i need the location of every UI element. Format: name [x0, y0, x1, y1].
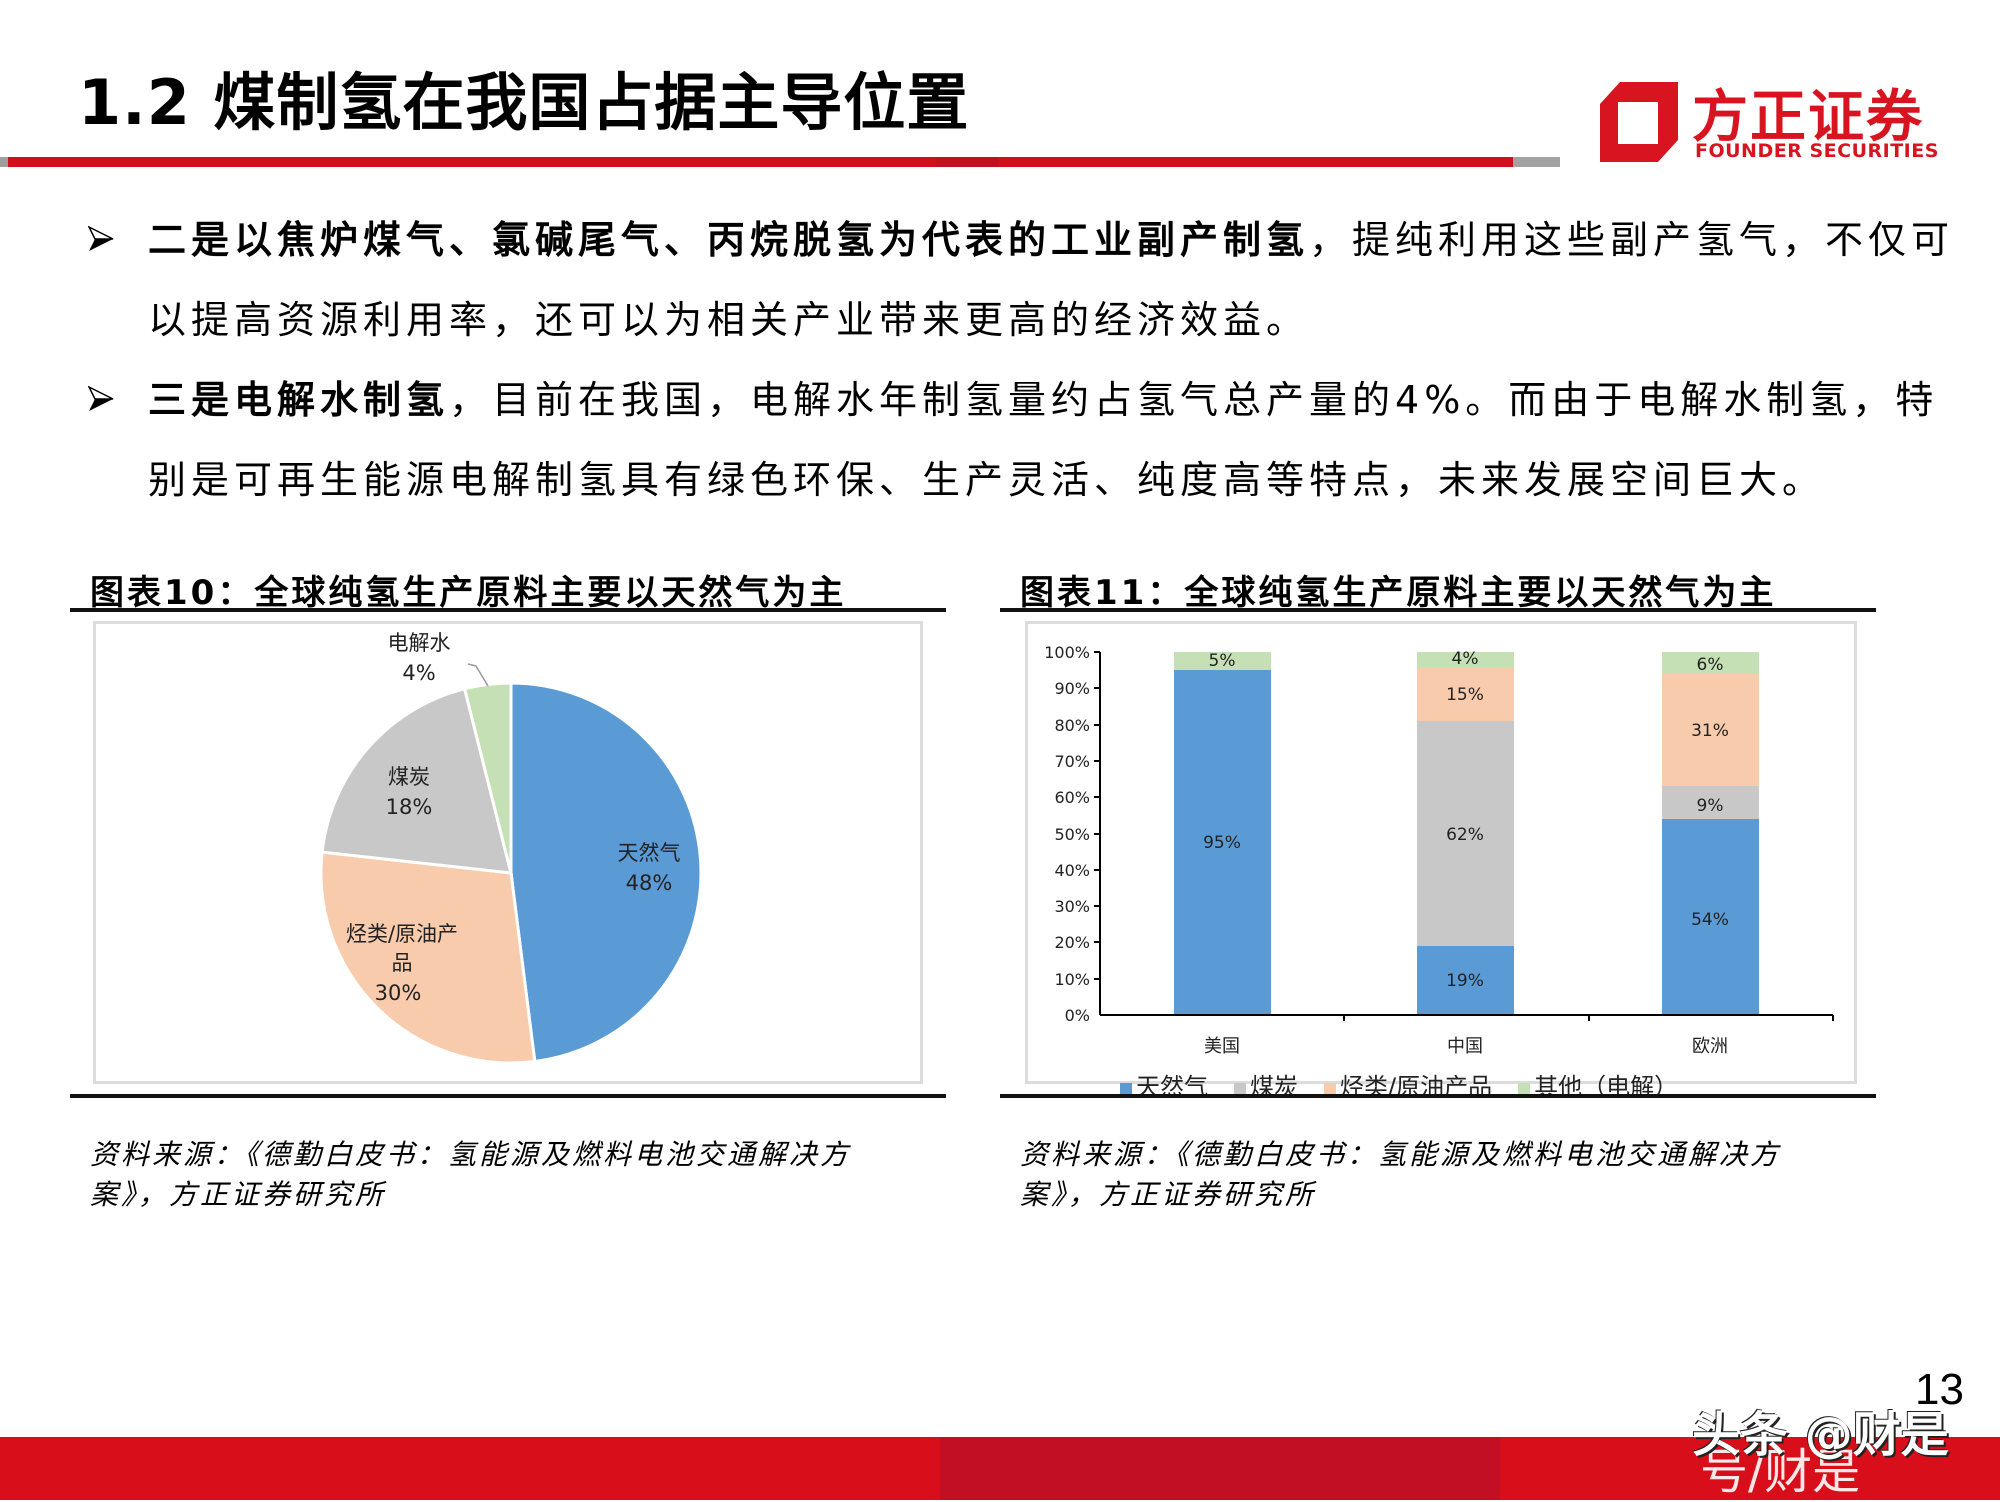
- y-tick-label: 60%: [1054, 788, 1090, 807]
- pie-slice-coal: [320, 686, 513, 875]
- logo-text-en: FOUNDER SECURITIES: [1695, 140, 1939, 162]
- bullet-text: ，目前在我国，电解水年制氢量约占氢气总产量的4%。而由于电解水制氢，特别是可再生…: [148, 378, 1939, 502]
- label-water-pct: 4%: [402, 661, 435, 685]
- logo-mark-icon: [1600, 82, 1678, 162]
- bullet-bold-text: 二是以焦炉煤气、氯碱尾气、丙烷脱氢为代表的工业副产制氢: [148, 218, 1310, 262]
- label-oil-pct: 30%: [375, 981, 422, 1005]
- y-tick-label: 80%: [1054, 716, 1090, 735]
- pie-slice-oil: [319, 850, 537, 1065]
- watermark-underlay: 号/财是: [1700, 1444, 1861, 1500]
- label-oil: 烃类/原油产: [346, 922, 458, 946]
- leader-line: [467, 663, 489, 687]
- legend-swatch-icon: [1234, 1083, 1246, 1095]
- page-title: 1.2 煤制氢在我国占据主导位置: [78, 66, 970, 139]
- bar-label: 4%: [1452, 649, 1479, 669]
- bullet-list: 二是以焦炉煤气、氯碱尾气、丙烷脱氢为代表的工业副产制氢，提纯利用这些副产氢气，不…: [88, 200, 1968, 520]
- page-number: 13: [1915, 1365, 1964, 1414]
- bar-label: 9%: [1697, 796, 1724, 816]
- figure10-chart-frame: 天然气 48% 烃类/原油产 品 30% 煤炭 18% 电解水 4%: [93, 621, 923, 1084]
- bar-label: 62%: [1446, 825, 1484, 845]
- figure10-bottom-rule: [70, 1094, 946, 1098]
- label-water: 电解水: [388, 631, 451, 655]
- figure10-title: 图表10：全球纯氢生产原料主要以天然气为主: [90, 573, 847, 613]
- pie-chart: 天然气 48% 烃类/原油产 品 30% 煤炭 18% 电解水 4%: [319, 631, 703, 1065]
- company-logo: 方正证券 FOUNDER SECURITIES: [1600, 78, 1938, 168]
- source-line-2: 案》，方正证券研究所: [1020, 1178, 1317, 1211]
- y-tick-label: 0%: [1065, 1006, 1090, 1025]
- bar-label: 15%: [1446, 685, 1484, 705]
- y-tick-label: 40%: [1054, 861, 1090, 880]
- figure11-source: 资料来源：《德勤白皮书：氢能源及燃料电池交通解决方 案》，方正证券研究所: [1020, 1135, 1870, 1215]
- bar-label: 95%: [1203, 833, 1241, 853]
- figure10-source: 资料来源：《德勤白皮书：氢能源及燃料电池交通解决方 案》，方正证券研究所: [90, 1135, 940, 1215]
- y-tick-label: 50%: [1054, 825, 1090, 844]
- label-coal-pct: 18%: [386, 795, 433, 819]
- x-category-label: 美国: [1204, 1036, 1240, 1057]
- header-divider: [0, 157, 1560, 167]
- stacked-bar-chart: 100% 90% 80% 70% 60% 50% 40% 30% 20% 10%…: [1044, 643, 1834, 1057]
- bar-label: 5%: [1209, 651, 1236, 671]
- figure11-bottom-rule: [1000, 1094, 1876, 1098]
- source-line-1: 资料来源：《德勤白皮书：氢能源及燃料电池交通解决方: [1020, 1138, 1782, 1171]
- watermark: 头条 @财是: [1692, 1407, 1949, 1463]
- bar-label: 31%: [1691, 721, 1729, 741]
- label-natural-gas: 天然气: [618, 841, 681, 865]
- legend-swatch-icon: [1518, 1083, 1531, 1095]
- figure11-title: 图表11：全球纯氢生产原料主要以天然气为主: [1020, 573, 1777, 613]
- y-tick-label: 10%: [1054, 970, 1090, 989]
- legend-swatch-icon: [1120, 1083, 1132, 1095]
- source-line-2: 案》，方正证券研究所: [90, 1178, 387, 1211]
- label-coal: 煤炭: [388, 765, 430, 789]
- bar-eu: [1662, 652, 1759, 1015]
- legend-swatch-icon: [1324, 1083, 1336, 1095]
- bullet-item: 三是电解水制氢，目前在我国，电解水年制氢量约占氢气总产量的4%。而由于电解水制氢…: [88, 360, 1968, 520]
- label-natural-gas-pct: 48%: [626, 871, 673, 895]
- y-tick-label: 100%: [1044, 643, 1090, 662]
- bar-label: 54%: [1691, 910, 1729, 930]
- bullet-text: ，提纯利用这些副产氢气，不仅可以提高资源利用率，还可以为相关产业带来更高的经济效…: [148, 218, 1955, 342]
- y-tick-label: 20%: [1054, 933, 1090, 952]
- figure10-top-rule: [70, 608, 946, 612]
- bullet-item: 二是以焦炉煤气、氯碱尾气、丙烷脱氢为代表的工业副产制氢，提纯利用这些副产氢气，不…: [88, 200, 1968, 360]
- bar-cn: [1417, 652, 1514, 1015]
- bar-us: [1174, 652, 1271, 1015]
- bar-label: 6%: [1697, 655, 1724, 675]
- arrow-bullet-icon: [88, 226, 114, 251]
- figure11-top-rule: [1000, 608, 1876, 612]
- y-tick-label: 70%: [1054, 752, 1090, 771]
- y-tick-label: 90%: [1054, 679, 1090, 698]
- logo-text-cn: 方正证券: [1692, 85, 1924, 150]
- label-oil-2: 品: [392, 951, 413, 975]
- footer-band: [0, 1437, 2000, 1500]
- x-category-label: 中国: [1447, 1036, 1483, 1057]
- pie-slice-natural-gas: [509, 681, 703, 1064]
- y-tick-label: 30%: [1054, 897, 1090, 916]
- arrow-bullet-icon: [88, 386, 114, 411]
- source-line-1: 资料来源：《德勤白皮书：氢能源及燃料电池交通解决方: [90, 1138, 852, 1171]
- figure11-chart-frame: 100% 90% 80% 70% 60% 50% 40% 30% 20% 10%…: [1025, 621, 1857, 1084]
- bullet-bold-text: 三是电解水制氢: [148, 378, 450, 422]
- bar-label: 19%: [1446, 971, 1484, 991]
- x-category-label: 欧洲: [1692, 1036, 1728, 1057]
